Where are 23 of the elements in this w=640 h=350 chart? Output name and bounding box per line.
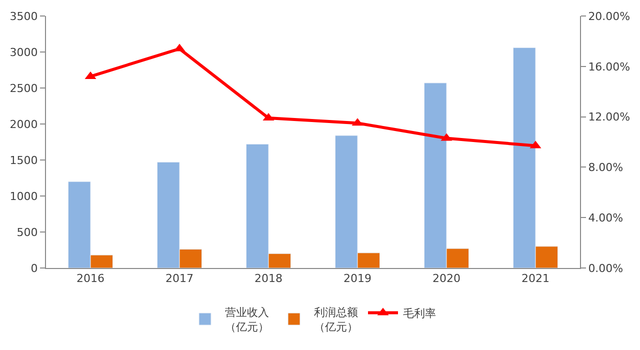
x-tick-label: 2017 [166, 272, 194, 286]
y-tick-label: 0 [30, 262, 38, 275]
x-tick-label: 2020 [432, 272, 460, 286]
y-tick-label: 1500 [10, 154, 38, 167]
x-tick-label: 2018 [254, 272, 282, 286]
legend-label: 利润总额（亿元） [314, 306, 358, 334]
y-tick-label: 2000 [10, 118, 38, 131]
x-tick-label: 2016 [76, 272, 104, 286]
y-tick-label: 2500 [10, 82, 38, 95]
y-tick-label: 3500 [10, 10, 38, 23]
y-tick-label: 3000 [10, 46, 38, 59]
y2-tick-label: 0.00% [588, 262, 624, 275]
y-tick-label: 1000 [10, 190, 38, 203]
legend-label: 毛利率 [403, 307, 436, 320]
y2-tick-label: 4.00% [588, 211, 624, 224]
y2-tick-label: 8.00% [588, 161, 624, 174]
y2-tick-label: 12.00% [588, 110, 630, 124]
y2-tick-label: 16.00% [588, 60, 630, 74]
x-tick-label: 2019 [344, 272, 372, 286]
x-tick-label: 2021 [522, 272, 550, 286]
legend-label: 营业收入（亿元） [225, 306, 269, 334]
y2-tick-label: 20.00% [588, 10, 630, 23]
y-tick-label: 500 [16, 226, 38, 239]
